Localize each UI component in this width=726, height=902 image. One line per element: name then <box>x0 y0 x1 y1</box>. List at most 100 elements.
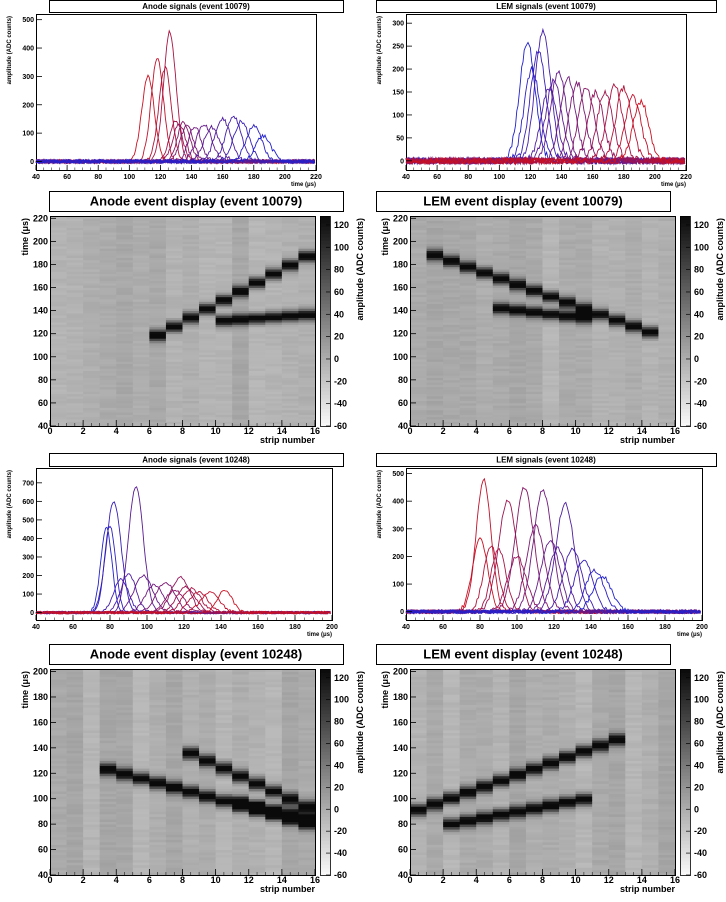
heatmap-cell <box>265 847 283 850</box>
heatmap-cell <box>575 382 593 385</box>
heatmap-cell <box>149 287 167 291</box>
heatmap-cell <box>410 296 427 300</box>
heatmap-cell <box>281 285 299 288</box>
heatmap-cell <box>182 379 200 383</box>
heatmap-cell <box>149 324 167 328</box>
heatmap-cell <box>165 359 183 362</box>
heatmap-cell <box>83 696 101 700</box>
heatmap-cell <box>182 250 200 254</box>
color-bar-step <box>320 820 330 824</box>
color-bar-step <box>680 261 690 266</box>
color-bar-step <box>680 237 690 241</box>
heatmap-cell <box>248 752 266 756</box>
heatmap-cell <box>525 264 543 268</box>
heatmap-cell <box>410 405 427 408</box>
color-bar-tick-label: -60 <box>334 421 347 431</box>
heatmap-cell <box>625 384 643 388</box>
heatmap-cell <box>559 264 577 268</box>
heatmap-cell <box>165 280 183 284</box>
heatmap-cell <box>66 299 84 302</box>
heatmap-cell <box>149 405 167 408</box>
heatmap-cell <box>132 712 150 716</box>
heatmap-cell <box>248 829 266 833</box>
heatmap-cell <box>99 347 117 351</box>
heatmap-cell <box>99 359 117 362</box>
heatmap-cell <box>132 246 150 249</box>
heatmap-cell <box>182 788 200 792</box>
heatmap-cell <box>265 225 283 228</box>
heatmap-cell <box>625 370 643 374</box>
heatmap-cell <box>215 778 233 782</box>
heatmap-cell <box>149 308 167 312</box>
heatmap-cell <box>165 857 183 861</box>
heatmap-cell <box>443 414 461 418</box>
heatmap-cell <box>165 824 183 828</box>
heatmap-cell <box>476 292 494 295</box>
heatmap-cell <box>281 354 299 358</box>
heatmap-cell <box>83 679 101 683</box>
heatmap-cell <box>165 806 183 810</box>
heatmap-cell <box>625 278 643 282</box>
heatmap-cell <box>149 234 167 238</box>
heatmap-cell <box>83 296 101 300</box>
heatmap-cell <box>149 745 167 749</box>
heatmap-cell <box>182 236 200 240</box>
heatmap-cell <box>132 684 150 688</box>
color-bar-step <box>680 394 690 399</box>
heatmap-cell <box>476 278 494 282</box>
heatmap-cell <box>443 379 461 383</box>
heatmap-cell <box>592 271 610 275</box>
heatmap-cell <box>592 289 610 293</box>
heatmap-cell <box>232 232 250 235</box>
heatmap-cell <box>66 354 84 358</box>
heatmap-cell <box>641 393 659 397</box>
heatmap-cell <box>641 319 659 323</box>
heatmap-cell <box>410 368 427 372</box>
heatmap-cell <box>215 760 233 764</box>
heatmap-cell <box>298 869 316 873</box>
heatmap-cell <box>281 370 299 374</box>
heatmap-cell <box>215 282 233 286</box>
heatmap-cell <box>182 220 200 224</box>
heatmap-cell <box>83 806 101 810</box>
heatmap-cell <box>149 732 167 736</box>
heatmap-cell <box>99 742 117 746</box>
heatmap-cell <box>265 366 283 369</box>
heatmap-cell <box>443 354 461 358</box>
heatmap-cell <box>542 248 560 252</box>
heatmap-cell <box>265 864 283 868</box>
heatmap-cell <box>232 336 250 339</box>
heatmap-cell <box>592 273 610 277</box>
heatmap-cell <box>492 229 510 233</box>
heatmap-cell <box>265 740 283 744</box>
heatmap-cell <box>559 368 577 372</box>
heatmap-cell <box>165 414 183 418</box>
heatmap-cell <box>625 416 643 420</box>
heatmap-cell <box>265 396 283 399</box>
heatmap-cell <box>132 329 150 332</box>
heatmap-cell <box>542 296 560 300</box>
heatmap-cell <box>132 308 150 312</box>
heatmap-cell <box>182 315 200 318</box>
heatmap-cell <box>509 368 527 372</box>
heatmap-cell <box>476 409 494 413</box>
heatmap-cell <box>83 724 101 728</box>
heatmap-cell <box>50 730 67 733</box>
heatmap-cell <box>476 359 494 362</box>
heatmap-cell <box>509 262 527 265</box>
heatmap-cell <box>116 229 134 233</box>
signal-series-line <box>35 590 331 615</box>
heatmap-cell <box>116 312 134 316</box>
heatmap-cell <box>232 294 250 298</box>
heatmap-cell <box>66 264 84 268</box>
heatmap-cell <box>66 342 84 346</box>
x-axis-label: time (μs) <box>677 632 702 638</box>
heatmap-cell <box>199 732 217 736</box>
heatmap-cell <box>248 354 266 358</box>
heatmap-cell <box>641 310 659 314</box>
heatmap-cell <box>83 402 101 406</box>
heatmap-cell <box>66 763 84 767</box>
heatmap-cell <box>199 292 217 295</box>
heatmap-cell <box>265 737 283 741</box>
heatmap-cell <box>199 699 217 703</box>
